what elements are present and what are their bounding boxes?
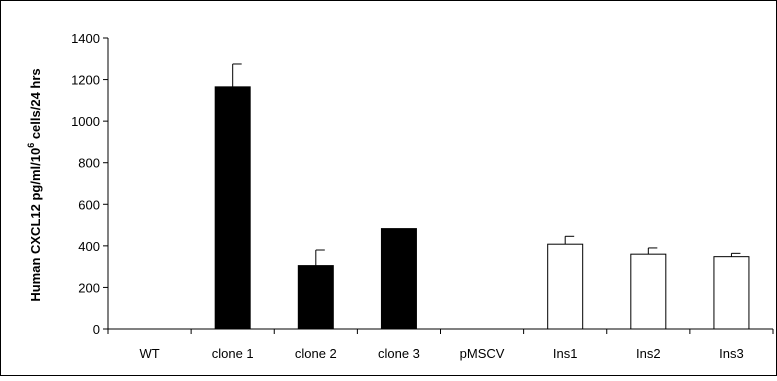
plot-area: 0 200 400 600 800 1000 1200 1400 WT clone 1 clone …	[71, 31, 774, 361]
bar	[297, 265, 334, 330]
y-tick-label: 200	[78, 280, 100, 295]
y-tick-label: 400	[78, 239, 100, 254]
y-axis-label-main: Human CXCL12 pg/ml/10	[28, 148, 43, 302]
y-tick-label: 1000	[71, 114, 100, 129]
bar	[214, 86, 251, 330]
bar	[380, 228, 417, 330]
x-tick-label: Ins1	[553, 346, 578, 361]
y-axis-label-superscript: 6	[26, 143, 36, 148]
y-tick-label: 1400	[71, 31, 100, 46]
x-tick-label: pMSCV	[460, 346, 505, 361]
y-axis-label-suffix: cells/24 hrs	[28, 68, 43, 142]
bar	[547, 243, 584, 330]
x-tick-label: clone 3	[378, 346, 420, 361]
x-tick-label: clone 2	[295, 346, 337, 361]
bar	[630, 253, 667, 330]
y-tick-label: 0	[93, 322, 100, 337]
x-tick-label: WT	[139, 346, 159, 361]
y-tick-label: 1200	[71, 73, 100, 88]
y-axis-label-text: Human CXCL12 pg/ml/106 cells/24 hrs	[26, 68, 43, 301]
bar	[713, 256, 750, 330]
x-tick-label: Ins2	[636, 346, 661, 361]
y-axis-label: Human CXCL12 pg/ml/106 cells/24 hrs	[26, 68, 43, 301]
y-tick-label: 600	[78, 197, 100, 212]
x-tick-label: Ins3	[719, 346, 744, 361]
y-tick-label: 800	[78, 156, 100, 171]
x-tick-label: clone 1	[212, 346, 254, 361]
